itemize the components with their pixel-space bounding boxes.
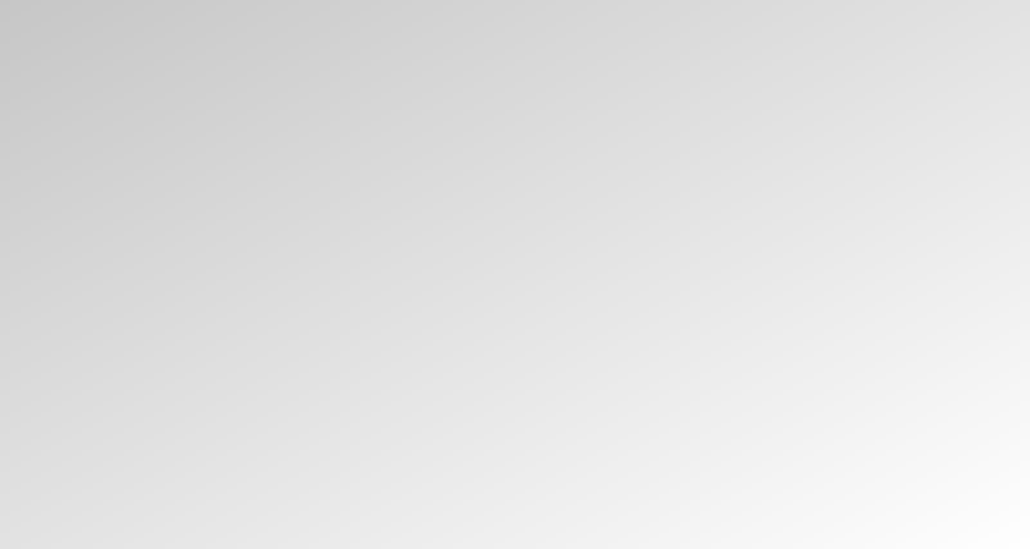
Bar [501, 298, 556, 428]
Bar [328, 292, 383, 428]
Bar [556, 223, 612, 428]
Bar [383, 201, 439, 428]
Bar [902, 191, 958, 428]
Y-axis label: Gloss units: Gloss units [72, 185, 90, 276]
Bar [729, 214, 785, 428]
Bar [210, 166, 266, 428]
Bar [154, 275, 210, 428]
Bar [674, 302, 729, 428]
Bar [847, 288, 902, 428]
